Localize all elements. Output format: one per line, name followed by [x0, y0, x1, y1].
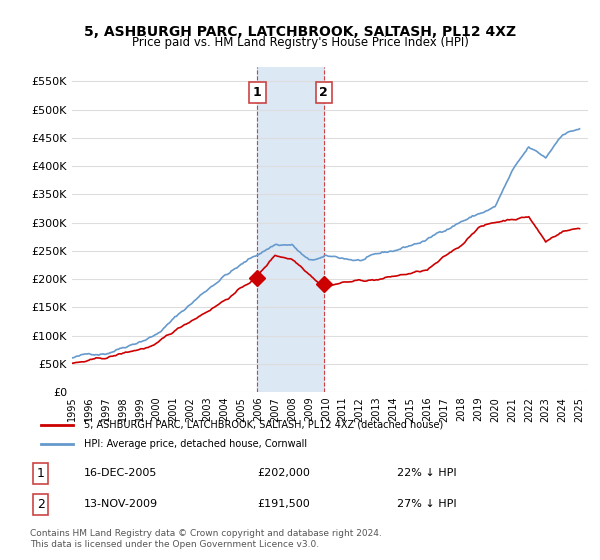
Text: 2: 2	[319, 86, 328, 99]
Text: 1: 1	[37, 467, 45, 480]
Text: 1: 1	[253, 86, 262, 99]
Text: 22% ↓ HPI: 22% ↓ HPI	[397, 468, 457, 478]
Bar	[257, 67, 323, 392]
Text: 27% ↓ HPI: 27% ↓ HPI	[397, 500, 457, 509]
Text: 13-NOV-2009: 13-NOV-2009	[84, 500, 158, 509]
Text: 2: 2	[37, 498, 45, 511]
Text: £202,000: £202,000	[257, 468, 310, 478]
Text: 16-DEC-2005: 16-DEC-2005	[84, 468, 157, 478]
Text: Contains HM Land Registry data © Crown copyright and database right 2024.
This d: Contains HM Land Registry data © Crown c…	[30, 529, 382, 549]
Text: Price paid vs. HM Land Registry's House Price Index (HPI): Price paid vs. HM Land Registry's House …	[131, 36, 469, 49]
Text: 5, ASHBURGH PARC, LATCHBROOK, SALTASH, PL12 4XZ (detached house): 5, ASHBURGH PARC, LATCHBROOK, SALTASH, P…	[84, 420, 443, 430]
Text: £191,500: £191,500	[257, 500, 310, 509]
Text: 5, ASHBURGH PARC, LATCHBROOK, SALTASH, PL12 4XZ: 5, ASHBURGH PARC, LATCHBROOK, SALTASH, P…	[84, 25, 516, 39]
Text: HPI: Average price, detached house, Cornwall: HPI: Average price, detached house, Corn…	[84, 439, 307, 449]
